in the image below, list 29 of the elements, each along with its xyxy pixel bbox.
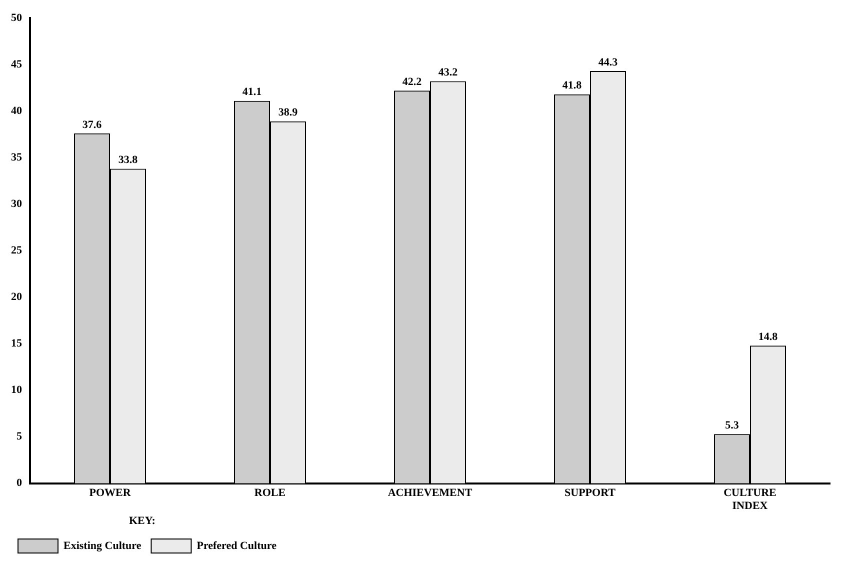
data-label: 42.2: [402, 76, 422, 88]
y-tick-label: 15: [11, 338, 22, 350]
data-label: 14.8: [758, 330, 778, 343]
legend-label: Prefered Culture: [196, 540, 277, 552]
x-tick-label: CULTURE INDEX: [724, 486, 776, 512]
y-tick-label: 45: [11, 58, 22, 70]
y-tick-label: 30: [11, 198, 22, 210]
legend-title: KEY:: [128, 515, 156, 528]
y-tick-label: 10: [11, 384, 22, 396]
data-label: 41.1: [242, 86, 262, 98]
y-tick-label: 0: [16, 477, 22, 490]
y-tick-label: 40: [11, 104, 22, 117]
data-label: 38.9: [278, 106, 298, 119]
data-label: 41.8: [562, 80, 582, 92]
y-tick-label: 50: [11, 12, 22, 24]
y-tick-label: 35: [11, 151, 22, 164]
legend-label: Existing Culture: [64, 540, 142, 552]
data-label: 44.3: [598, 56, 618, 68]
x-tick-label: POWER: [89, 486, 132, 499]
x-tick-label: ACHIEVEMENT: [388, 486, 473, 499]
y-tick-label: 5: [16, 430, 22, 443]
y-tick-label: 20: [11, 291, 22, 304]
data-label: 5.3: [725, 419, 740, 432]
x-tick-label: ROLE: [254, 486, 286, 499]
data-label: 33.8: [118, 154, 138, 166]
data-label: 37.6: [82, 118, 102, 131]
x-tick-label: SUPPORT: [564, 486, 616, 499]
data-label: 43.2: [438, 66, 458, 79]
y-tick-label: 25: [11, 244, 22, 257]
